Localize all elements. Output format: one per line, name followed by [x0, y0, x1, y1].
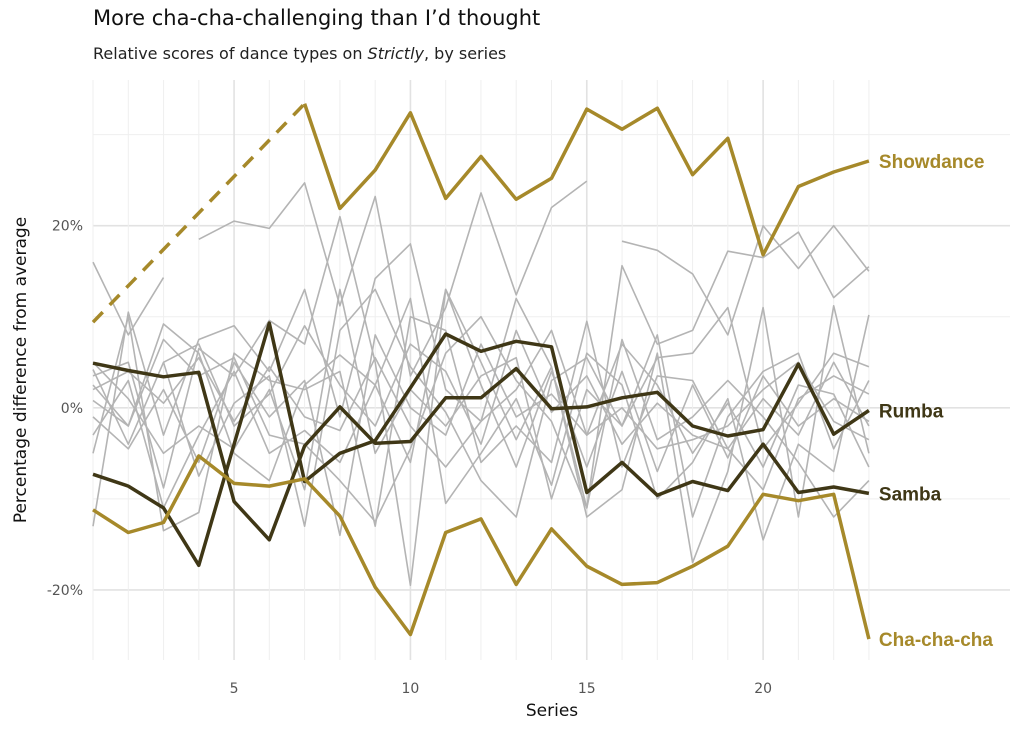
gray-series-line: [92, 288, 870, 500]
gray-series-line: [198, 180, 588, 377]
y-tick-label: -20%: [47, 583, 83, 599]
y-axis-label: Percentage difference from average: [11, 217, 31, 523]
y-tick-label: 20%: [52, 219, 83, 235]
chart-title: More cha-cha-challenging than I’d though…: [93, 6, 541, 30]
subtitle-part: , by series: [423, 44, 507, 63]
subtitle-italic: Strictly: [367, 44, 424, 63]
showdance-dashed-line: [91, 102, 306, 324]
gray-series-line: [92, 288, 870, 509]
chart-subtitle: Relative scores of dance types on Strict…: [93, 44, 506, 63]
gray-series-line: [92, 297, 870, 541]
y-tick-label: 0%: [61, 401, 83, 417]
x-tick-label: 5: [230, 681, 239, 697]
gray-series-line: [92, 215, 870, 587]
subtitle-part: Relative scores of dance types on: [93, 44, 368, 63]
gray-series-line: [92, 315, 870, 523]
x-tick-label: 20: [754, 681, 772, 697]
x-axis-label: Series: [526, 701, 578, 721]
gray-series-line: [92, 288, 870, 527]
rumba-label: Rumba: [879, 402, 944, 423]
showdance-label: Showdance: [879, 152, 985, 173]
samba-line: [92, 321, 870, 568]
axes: 5 10 15 20 20% 0% -20%: [47, 219, 772, 697]
x-tick-label: 15: [578, 681, 596, 697]
samba-label: Samba: [879, 484, 942, 505]
showdance-line: [302, 103, 870, 257]
cha-cha-cha-line: [92, 454, 871, 640]
x-tick-label: 10: [402, 681, 420, 697]
highlighted-series: Showdance Rumba Samba Cha-cha-cha: [91, 102, 993, 651]
rumba-line: [92, 361, 870, 542]
cha-cha-cha-label: Cha-cha-cha: [879, 630, 993, 651]
gray-series-line: [92, 224, 870, 336]
gray-series-line: [92, 329, 870, 468]
gray-series-line: [92, 334, 870, 537]
